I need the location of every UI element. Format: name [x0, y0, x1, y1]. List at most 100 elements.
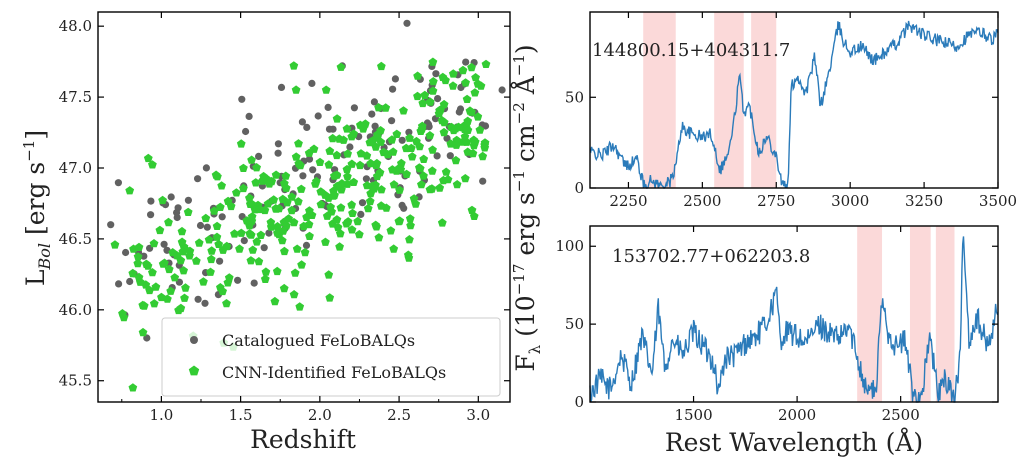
spectrum-xtick-label: 2500: [882, 406, 920, 424]
cnn-point: [324, 160, 334, 169]
cnn-point: [462, 94, 472, 103]
cnn-point: [271, 170, 281, 179]
cnn-point: [214, 239, 223, 248]
cnn-point: [260, 274, 270, 283]
cnn-point: [342, 219, 351, 228]
cnn-point: [259, 171, 268, 181]
cnn-point: [335, 229, 345, 238]
cnn-point: [366, 158, 376, 168]
cnn-point: [446, 139, 456, 148]
catalogued-point: [194, 295, 202, 303]
cnn-point: [475, 125, 485, 134]
cnn-point: [296, 184, 306, 193]
cnn-point: [418, 98, 428, 108]
scatter-ylabel: LBol [erg s−1]: [20, 130, 54, 286]
cnn-point: [405, 235, 414, 244]
cnn-point: [252, 237, 262, 246]
cnn-point: [204, 235, 214, 244]
cnn-point: [280, 246, 289, 256]
cnn-point: [348, 208, 357, 217]
cnn-point: [149, 299, 159, 308]
cnn-point: [174, 305, 183, 315]
cnn-point: [349, 177, 359, 186]
cnn-point: [326, 202, 335, 211]
cnn-point: [332, 114, 342, 123]
cnn-point: [321, 237, 330, 246]
cnn-point: [374, 103, 383, 112]
cnn-point: [419, 171, 428, 180]
cnn-point: [425, 97, 435, 106]
cnn-point: [473, 79, 483, 88]
scatter-xtick-label: 1.5: [229, 406, 253, 424]
cnn-point: [235, 244, 244, 253]
cnn-point: [143, 153, 153, 163]
spectrum-ytick-label: 50: [565, 88, 584, 106]
catalogued-point: [362, 175, 370, 183]
cnn-point: [287, 192, 297, 201]
absorption-region: [751, 12, 777, 188]
cnn-point: [201, 213, 211, 223]
absorption-region: [935, 226, 955, 402]
cnn-point: [236, 228, 246, 237]
cnn-point: [355, 160, 365, 170]
cnn-point: [157, 292, 166, 302]
spectrum-panel-bottom: 1500 2000 2500 0 50 100 153702.77+062203.8 Re…: [555, 225, 999, 457]
cnn-point: [292, 244, 302, 253]
catalogued-point: [446, 152, 454, 160]
cnn-point: [420, 90, 430, 99]
cnn-point: [463, 116, 473, 125]
cnn-point: [322, 211, 332, 220]
catalogued-point: [388, 117, 396, 125]
scatter-xtick-label: 3.0: [466, 406, 490, 424]
cnn-point: [138, 300, 148, 310]
cnn-point: [354, 230, 364, 239]
legend-cnn-marker: [188, 365, 200, 376]
catalogued-point: [245, 112, 253, 120]
catalogued-point: [274, 149, 282, 157]
cnn-point: [389, 244, 399, 253]
cnn-point: [358, 124, 368, 133]
cnn-point: [277, 236, 287, 245]
cnn-point: [278, 194, 288, 203]
catalogued-point: [299, 172, 307, 180]
cnn-point: [272, 266, 282, 276]
catalogued-point: [234, 276, 242, 284]
cnn-point: [343, 172, 352, 181]
cnn-point: [395, 163, 404, 172]
catalogued-point: [398, 136, 406, 144]
cnn-point: [251, 178, 261, 187]
spectrum-top-absorption-regions: [643, 12, 777, 188]
cnn-point: [179, 266, 188, 275]
cnn-point: [206, 254, 216, 264]
catalogued-point: [250, 279, 258, 287]
cnn-point: [395, 185, 404, 194]
cnn-point: [470, 88, 480, 97]
cnn-point: [428, 57, 438, 66]
cnn-point: [332, 150, 342, 160]
absorption-region: [714, 12, 744, 188]
cnn-point: [309, 144, 319, 153]
cnn-point: [149, 239, 159, 248]
spectrum-xtick-label: 2000: [778, 406, 816, 424]
catalogued-point: [324, 103, 332, 111]
catalogued-point: [203, 223, 211, 231]
cnn-point: [458, 65, 468, 75]
cnn-point: [428, 86, 438, 95]
cnn-point: [148, 160, 157, 169]
cnn-point: [460, 132, 470, 141]
scatter-xtick-label: 2.5: [387, 406, 411, 424]
catalogued-point: [240, 237, 248, 245]
cnn-point: [236, 139, 246, 148]
spectrum-xtick-label: 3500: [979, 192, 1017, 210]
cnn-point: [415, 164, 425, 173]
catalogued-point: [194, 175, 202, 183]
cnn-point: [212, 232, 222, 241]
cnn-point: [281, 183, 291, 192]
flux-ylabel: Fλ (10−17 erg s−1 cm−2 Å−1): [510, 44, 544, 371]
cnn-point: [168, 248, 178, 257]
spectrum-top-frame: [589, 11, 999, 189]
cnn-point: [209, 206, 219, 215]
catalogued-point: [173, 209, 181, 217]
catalogued-point: [114, 179, 122, 187]
catalogued-point: [481, 122, 490, 130]
